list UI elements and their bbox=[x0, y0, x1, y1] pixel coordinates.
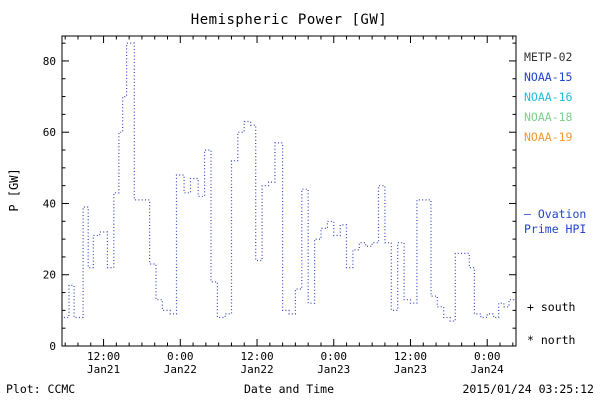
south-marker-label: + south bbox=[527, 300, 576, 314]
x-tick-date-label: Jan22 bbox=[164, 363, 197, 376]
x-tick-time-label: 0:00 bbox=[474, 350, 501, 363]
x-tick-date-label: Jan23 bbox=[394, 363, 427, 376]
satellite-legend: METP-02 NOAA-15 NOAA-16 NOAA-18 NOAA-19 bbox=[524, 47, 572, 147]
y-tick-label: 40 bbox=[43, 197, 56, 210]
x-tick-time-label: 12:00 bbox=[240, 350, 273, 363]
x-tick-time-label: 0:00 bbox=[321, 350, 348, 363]
x-tick-time-label: 0:00 bbox=[167, 350, 194, 363]
x-axis-label: Date and Time bbox=[243, 382, 334, 396]
chart-title: Hemispheric Power [GW] bbox=[190, 12, 388, 28]
ovation-prime-legend-label: – Ovation Prime HPI bbox=[524, 207, 587, 236]
north-marker-label: * north bbox=[527, 333, 576, 347]
plot-credit: Plot: CCMC bbox=[6, 382, 76, 396]
x-tick-time-label: 12:00 bbox=[87, 350, 120, 363]
x-tick-date-label: Jan24 bbox=[471, 363, 504, 376]
y-tick-label: 60 bbox=[43, 126, 56, 139]
x-tick-date-label: Jan23 bbox=[317, 363, 350, 376]
legend-item-noaa18: NOAA-18 bbox=[524, 110, 573, 124]
y-tick-label: 0 bbox=[49, 340, 56, 353]
legend-item-noaa16: NOAA-16 bbox=[524, 90, 573, 104]
y-tick-label: 80 bbox=[43, 55, 56, 68]
x-tick-time-label: 12:00 bbox=[394, 350, 427, 363]
legend-item-metp02: METP-02 bbox=[524, 50, 573, 64]
y-tick-label: 20 bbox=[43, 269, 56, 282]
legend-item-noaa19: NOAA-19 bbox=[524, 130, 573, 144]
ovation-prime-hpi-series bbox=[63, 42, 516, 322]
legend-item-noaa15: NOAA-15 bbox=[524, 70, 573, 84]
plot-frame bbox=[61, 35, 517, 347]
x-tick-date-label: Jan22 bbox=[240, 363, 273, 376]
plot-timestamp: 2015/01/24 03:25:12 bbox=[462, 382, 594, 396]
x-tick-date-label: Jan21 bbox=[87, 363, 120, 376]
